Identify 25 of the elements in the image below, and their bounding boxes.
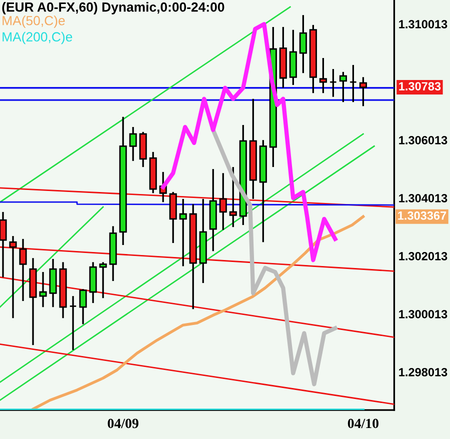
annotation: 1.30783 — [399, 82, 441, 90]
text: MA(200,C)e — [2, 32, 72, 44]
candlestick — [349, 64, 357, 103]
candlestick — [299, 14, 307, 74]
y-tick-label: 1.298013 — [399, 368, 448, 376]
y-tick-label: 1.304013 — [399, 194, 448, 202]
candlestick — [359, 76, 367, 107]
text: 1.303367 — [398, 211, 446, 220]
y-tick-label: 1.302013 — [399, 252, 448, 260]
candlestick — [179, 198, 187, 268]
y-tick-label: 1.300013 — [399, 310, 448, 318]
candlestick — [129, 126, 137, 162]
y-tick-label: 1.310013 — [399, 20, 448, 28]
y-tick-label: 1.306013 — [399, 136, 448, 144]
candlestick — [99, 261, 107, 299]
candlestick — [79, 288, 87, 326]
candlestick — [319, 57, 327, 94]
chart-title: (EUR A0-FX,60) Dynamic,0:00-24:00 — [2, 2, 224, 14]
x-tick-label: 04/09 — [108, 418, 138, 428]
candlestick — [69, 295, 77, 351]
candlestick — [339, 71, 347, 103]
x-tick-label: 04/10 — [348, 418, 378, 428]
text: MA(50,C)e — [2, 16, 65, 28]
candlestick — [39, 271, 47, 308]
candlestick — [329, 68, 337, 98]
